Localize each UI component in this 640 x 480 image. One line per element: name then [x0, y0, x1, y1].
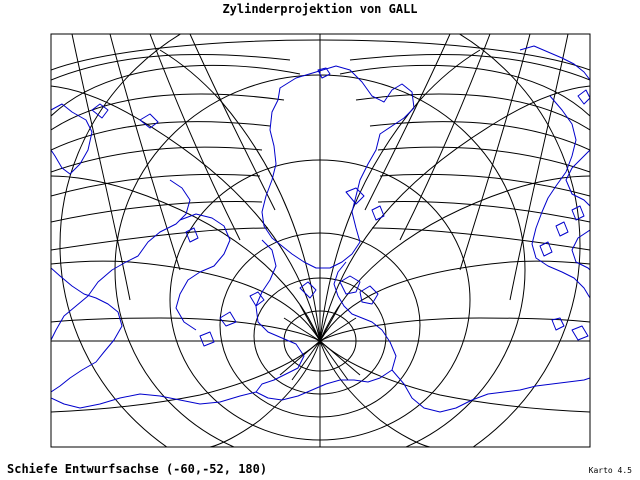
projection-axis-label: Schiefe Entwurfsachse (-60,-52, 180) [7, 462, 268, 476]
graticule-meridians [51, 34, 590, 447]
software-credit: Karto 4.5 [588, 466, 632, 475]
map-frame [50, 33, 591, 448]
coastlines [51, 45, 590, 413]
map-content [51, 34, 590, 447]
map-title: Zylinderprojektion von GALL [222, 2, 418, 16]
